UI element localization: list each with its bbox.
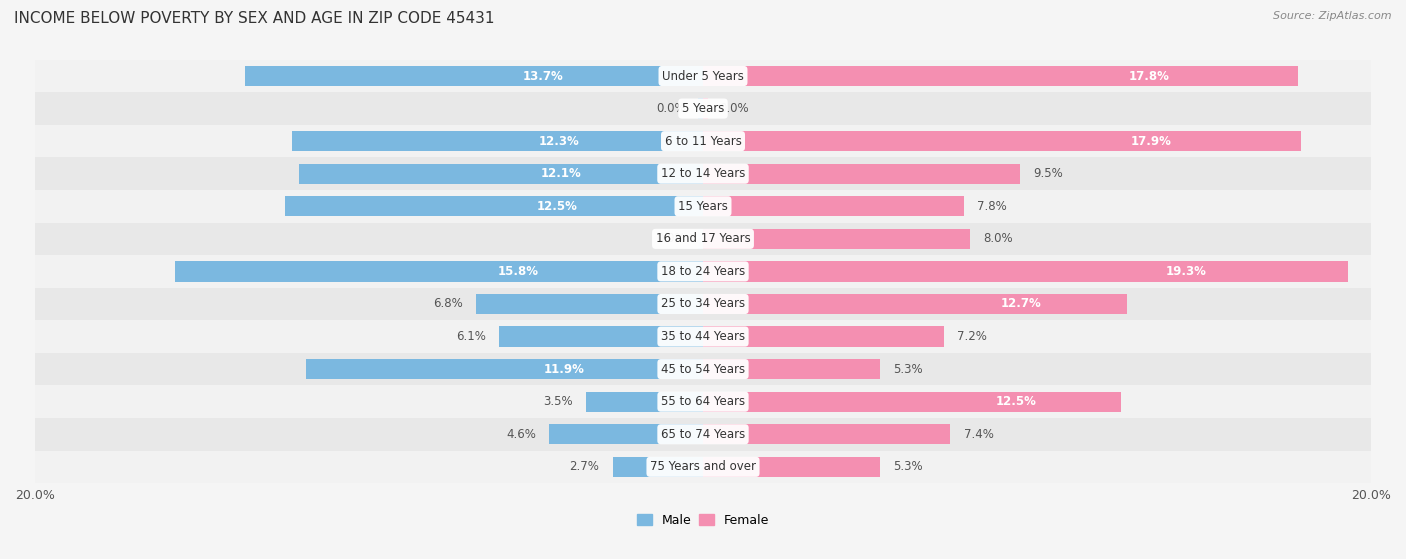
Text: 0.0%: 0.0% [720, 102, 749, 115]
Bar [703, 326, 943, 347]
Bar [697, 98, 703, 119]
Bar [550, 424, 703, 444]
Text: 5.3%: 5.3% [893, 460, 922, 473]
Text: 8.0%: 8.0% [984, 233, 1014, 245]
Text: 13.7%: 13.7% [523, 69, 564, 83]
Text: 45 to 54 Years: 45 to 54 Years [661, 363, 745, 376]
Bar [697, 229, 703, 249]
Text: 5.3%: 5.3% [893, 363, 922, 376]
Text: 75 Years and over: 75 Years and over [650, 460, 756, 473]
Text: 9.5%: 9.5% [1033, 167, 1063, 180]
Text: INCOME BELOW POVERTY BY SEX AND AGE IN ZIP CODE 45431: INCOME BELOW POVERTY BY SEX AND AGE IN Z… [14, 11, 495, 26]
Bar [703, 392, 1121, 412]
Bar [35, 320, 1371, 353]
Bar [703, 424, 950, 444]
Bar [613, 457, 703, 477]
Bar [285, 196, 703, 216]
Bar [35, 190, 1371, 222]
Text: 12.3%: 12.3% [538, 135, 579, 148]
Bar [246, 66, 703, 86]
Text: 12.5%: 12.5% [995, 395, 1036, 408]
Text: 12.5%: 12.5% [537, 200, 578, 213]
Bar [703, 98, 709, 119]
Text: 12.7%: 12.7% [1001, 297, 1042, 310]
Bar [703, 261, 1348, 282]
Bar [35, 385, 1371, 418]
Bar [35, 222, 1371, 255]
Bar [35, 451, 1371, 483]
Text: 0.0%: 0.0% [657, 233, 686, 245]
Bar [35, 418, 1371, 451]
Bar [35, 125, 1371, 158]
Text: 25 to 34 Years: 25 to 34 Years [661, 297, 745, 310]
Text: 2.7%: 2.7% [569, 460, 599, 473]
Bar [292, 131, 703, 151]
Text: 4.6%: 4.6% [506, 428, 536, 440]
Text: 5 Years: 5 Years [682, 102, 724, 115]
Text: 65 to 74 Years: 65 to 74 Years [661, 428, 745, 440]
Bar [35, 92, 1371, 125]
Text: 3.5%: 3.5% [543, 395, 572, 408]
Text: 7.8%: 7.8% [977, 200, 1007, 213]
Bar [35, 60, 1371, 92]
Bar [299, 164, 703, 184]
Bar [586, 392, 703, 412]
Bar [35, 255, 1371, 288]
Text: 11.9%: 11.9% [544, 363, 585, 376]
Bar [703, 294, 1128, 314]
Bar [703, 131, 1301, 151]
Text: 6.1%: 6.1% [456, 330, 486, 343]
Text: 6 to 11 Years: 6 to 11 Years [665, 135, 741, 148]
Bar [703, 164, 1021, 184]
Text: 7.4%: 7.4% [963, 428, 994, 440]
Text: 17.9%: 17.9% [1130, 135, 1171, 148]
Legend: Male, Female: Male, Female [631, 509, 775, 532]
Text: 55 to 64 Years: 55 to 64 Years [661, 395, 745, 408]
Text: 17.8%: 17.8% [1129, 69, 1170, 83]
Text: 15 Years: 15 Years [678, 200, 728, 213]
Text: 16 and 17 Years: 16 and 17 Years [655, 233, 751, 245]
Bar [475, 294, 703, 314]
Bar [703, 457, 880, 477]
Text: 12 to 14 Years: 12 to 14 Years [661, 167, 745, 180]
Text: Under 5 Years: Under 5 Years [662, 69, 744, 83]
Bar [703, 66, 1298, 86]
Bar [176, 261, 703, 282]
Bar [499, 326, 703, 347]
Text: 7.2%: 7.2% [957, 330, 987, 343]
Bar [35, 288, 1371, 320]
Text: 12.1%: 12.1% [541, 167, 582, 180]
Text: 18 to 24 Years: 18 to 24 Years [661, 265, 745, 278]
Bar [703, 229, 970, 249]
Bar [35, 158, 1371, 190]
Text: 35 to 44 Years: 35 to 44 Years [661, 330, 745, 343]
Text: Source: ZipAtlas.com: Source: ZipAtlas.com [1274, 11, 1392, 21]
Text: 15.8%: 15.8% [498, 265, 538, 278]
Bar [703, 359, 880, 379]
Text: 19.3%: 19.3% [1166, 265, 1206, 278]
Bar [35, 353, 1371, 385]
Bar [305, 359, 703, 379]
Bar [703, 196, 963, 216]
Text: 0.0%: 0.0% [657, 102, 686, 115]
Text: 6.8%: 6.8% [433, 297, 463, 310]
